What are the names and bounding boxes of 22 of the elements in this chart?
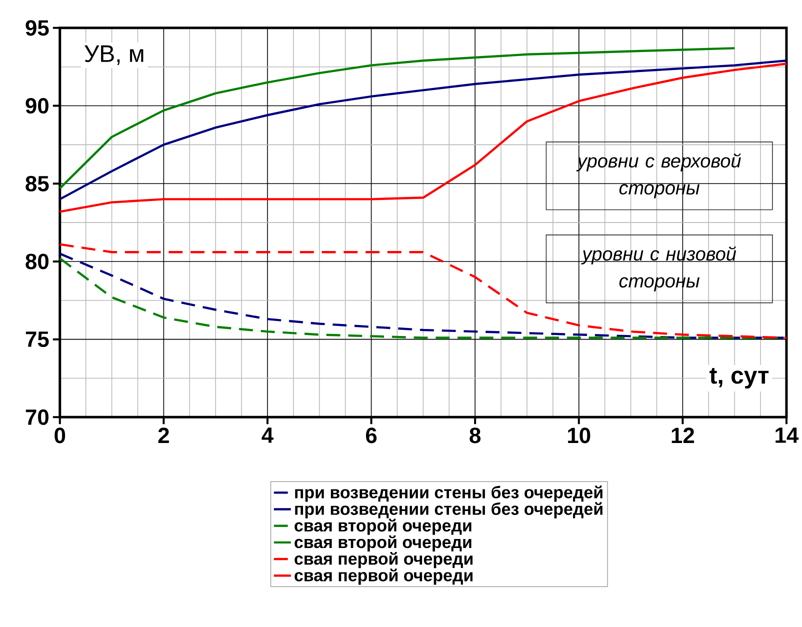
x-tick-label: 12 [672,428,694,444]
x-tick-label: 2 [158,428,169,444]
legend-label: свая первой очереди [294,552,472,568]
x-tick-label: 6 [366,428,377,444]
legend-label: при возведении стены без очередей [295,486,602,502]
legend-label: свая второй очереди [294,518,472,536]
legend-label: свая первой очереди [294,568,472,585]
y-tick-label: 70 [26,410,48,426]
x-tick-label: 0 [54,428,66,444]
y-tick-label: 95 [26,20,49,36]
x-tick-label: 14 [776,428,799,443]
y-tick-label: 85 [26,176,49,192]
x-tick-label: 10 [568,428,590,444]
y-tick-label: 80 [26,254,48,270]
x-tick-label: 8 [470,428,481,444]
y-tick-label: 75 [26,332,49,348]
y-axis-title: УВ, м [84,46,144,66]
x-axis-title: t, сут [710,368,769,389]
legend-label: свая второй очереди [294,535,472,552]
legend-label: при возведении стены без очередей [295,502,602,518]
x-tick-label: 4 [262,428,274,443]
y-tick-label: 90 [26,98,48,114]
